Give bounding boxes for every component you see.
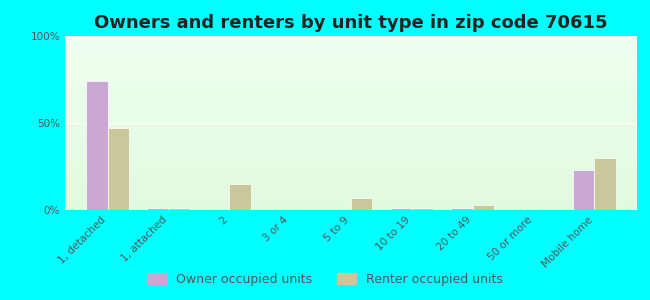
Bar (473, 205, 494, 210)
Bar (147, 208, 168, 210)
Bar (573, 170, 594, 210)
Bar (168, 208, 190, 210)
Title: Owners and renters by unit type in zip code 70615: Owners and renters by unit type in zip c… (94, 14, 608, 32)
Bar (451, 208, 473, 210)
Bar (351, 198, 372, 210)
Bar (86, 81, 108, 210)
Legend: Owner occupied units, Renter occupied units: Owner occupied units, Renter occupied un… (142, 268, 508, 291)
Bar (229, 184, 251, 210)
Bar (594, 158, 616, 210)
Bar (391, 208, 412, 210)
Bar (108, 128, 129, 210)
Bar (412, 208, 433, 210)
